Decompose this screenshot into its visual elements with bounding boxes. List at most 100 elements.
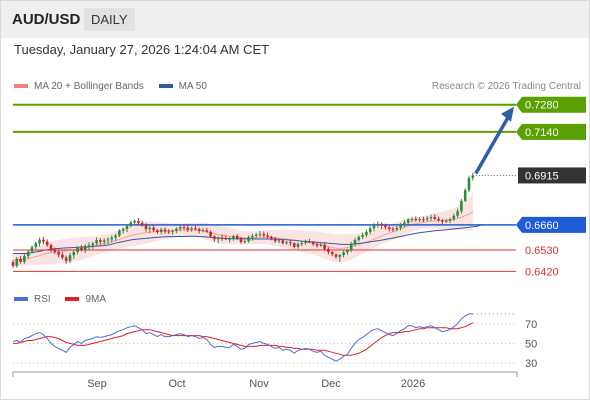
- candle-body: [399, 224, 402, 228]
- header-bar: AUD/USD DAILY: [1, 1, 589, 38]
- candle-body: [182, 227, 186, 229]
- candle-body: [330, 251, 334, 255]
- candle-body: [205, 230, 209, 232]
- x-tick-label-1: Oct: [168, 378, 185, 390]
- level-label-support-5: 0.6420: [525, 266, 559, 278]
- candle-body: [68, 255, 72, 261]
- level-label-resistance-1: 0.7140: [525, 127, 559, 139]
- x-tick-label-3: Dec: [321, 378, 341, 390]
- legend-ma50-swatch: [158, 84, 173, 89]
- level-tag-resistance-0: [516, 96, 586, 113]
- candle-body: [289, 242, 292, 244]
- candle-body: [471, 175, 475, 178]
- candle-body: [391, 228, 395, 230]
- candle-body: [19, 258, 22, 262]
- level-label-pivot-3: 0.6660: [525, 220, 559, 232]
- candle-body: [463, 189, 467, 201]
- candle-body: [361, 235, 364, 237]
- level-tag-last-price: [518, 167, 586, 184]
- candle-body: [163, 229, 167, 232]
- candle-body: [327, 248, 330, 252]
- x-tick-label-4: 2026: [401, 378, 425, 390]
- candle-body: [91, 243, 95, 246]
- candle-body: [334, 254, 338, 257]
- candle-body: [220, 237, 224, 239]
- candle-body: [159, 229, 163, 232]
- candle-body: [452, 215, 456, 220]
- candle-body: [201, 230, 205, 232]
- x-tick-label-0: Sep: [87, 378, 107, 390]
- candle-body: [270, 236, 273, 239]
- level-label-resistance-0: 0.7280: [525, 100, 559, 112]
- candle-body: [232, 236, 235, 239]
- candle-body: [57, 251, 60, 255]
- candle-body: [186, 227, 190, 230]
- candle-body: [368, 228, 372, 232]
- candle-body: [76, 247, 79, 252]
- projection-arrow-shaft: [474, 114, 511, 175]
- candle-body: [178, 227, 182, 229]
- candle-body: [414, 219, 418, 221]
- candle-body: [38, 239, 41, 244]
- candle-body: [228, 238, 231, 240]
- legend-ma20-bb: MA 20 + Bollinger Bands: [14, 81, 144, 92]
- candle-body: [99, 240, 102, 242]
- candle-body: [403, 222, 406, 225]
- candle-body: [171, 230, 174, 232]
- level-tag-pivot-3: [516, 216, 586, 233]
- legend-ma20-swatch: [14, 84, 28, 89]
- candle-body: [224, 238, 228, 240]
- bollinger-band: [13, 193, 473, 267]
- candle-body: [304, 241, 307, 244]
- candle-body: [323, 244, 326, 249]
- candle-body: [118, 230, 121, 236]
- timestamp: Tuesday, January 27, 2026 1:24:04 AM CET: [14, 42, 270, 57]
- candle-body: [194, 228, 197, 230]
- candle-body: [110, 237, 114, 240]
- level-label-support-4: 0.6530: [525, 245, 559, 257]
- candle-body: [429, 217, 433, 219]
- candle-body: [467, 177, 471, 190]
- candle-body: [433, 217, 437, 220]
- candle-body: [102, 240, 106, 242]
- candle-body: [410, 219, 414, 221]
- candle-body: [239, 238, 243, 243]
- candle-body: [372, 225, 376, 229]
- candle-body: [42, 239, 45, 242]
- rsi-tick-label-2: 30: [525, 358, 537, 370]
- candle-body: [95, 240, 98, 244]
- candle-body: [281, 240, 285, 244]
- candle-body: [422, 219, 425, 221]
- legend-ma50-label: MA 50: [178, 81, 207, 92]
- candle-body: [437, 219, 440, 221]
- legend-ma20-label: MA 20 + Bollinger Bands: [34, 81, 144, 92]
- candle-body: [292, 243, 296, 247]
- rsi-legend: RSI 9MA: [14, 294, 118, 305]
- candle-body: [254, 234, 258, 236]
- candle-body: [64, 257, 68, 261]
- candle-body: [137, 220, 140, 223]
- candle-body: [319, 244, 323, 246]
- candle-body: [23, 256, 26, 262]
- candle-body: [61, 254, 64, 258]
- candle-body: [441, 220, 444, 222]
- candle-body: [133, 220, 136, 223]
- candle-body: [129, 222, 133, 226]
- candle-body: [251, 235, 254, 238]
- candle-body: [209, 231, 212, 237]
- candle-body: [311, 242, 315, 245]
- projection-arrow-head: [501, 106, 514, 122]
- rsi-tick-label-1: 50: [525, 338, 537, 350]
- candle-body: [444, 220, 448, 222]
- candle-body: [121, 229, 125, 231]
- candle-body: [156, 230, 159, 232]
- timeframe-button[interactable]: DAILY: [84, 8, 135, 31]
- candle-body: [406, 219, 410, 223]
- candle-body: [243, 241, 247, 243]
- candle-body: [140, 222, 144, 225]
- rsi-line: [12, 313, 473, 362]
- candle-body: [357, 236, 361, 241]
- candle-body: [418, 219, 421, 221]
